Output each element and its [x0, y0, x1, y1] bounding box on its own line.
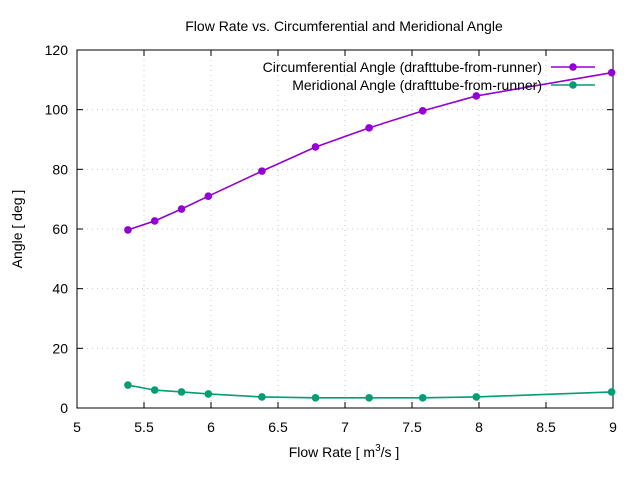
- data-point: [365, 124, 373, 132]
- y-tick-label: 100: [45, 102, 69, 118]
- x-axis-label-superscript: 3: [375, 443, 381, 454]
- x-tick-label: 7.5: [402, 419, 422, 435]
- data-point: [418, 107, 427, 115]
- x-tick-label: 7: [341, 419, 349, 435]
- y-tick-label: 0: [60, 400, 68, 416]
- plot-border: [76, 49, 614, 409]
- y-tick-label: 40: [52, 281, 68, 297]
- x-tick-label: 5.5: [134, 419, 154, 435]
- data-point: [258, 167, 266, 175]
- legend-label: Circumferential Angle (drafttube-from-ru…: [263, 59, 542, 75]
- data-point: [177, 388, 186, 396]
- y-tick-label: 80: [52, 161, 68, 177]
- data-point: [607, 388, 616, 396]
- data-point: [258, 393, 266, 401]
- y-tick-label: 20: [52, 340, 68, 356]
- data-point: [365, 394, 373, 402]
- x-tick-label: 9: [609, 419, 617, 435]
- x-axis-label-main: Flow Rate [ m: [289, 444, 375, 460]
- data-point: [204, 192, 213, 200]
- data-point: [311, 394, 320, 402]
- data-point: [124, 381, 132, 389]
- series-line: [127, 384, 612, 399]
- data-point: [418, 394, 427, 402]
- series-line: [127, 71, 612, 231]
- x-tick-label: 5: [73, 419, 81, 435]
- series-group: [124, 68, 616, 402]
- data-point: [472, 92, 481, 100]
- x-tick-label: 6: [207, 419, 215, 435]
- legend-marker: [569, 81, 577, 89]
- x-axis-label-tail: /s ]: [381, 444, 400, 460]
- legend-marker: [569, 63, 577, 71]
- y-tick-label: 60: [52, 221, 68, 237]
- legend: Circumferential Angle (drafttube-from-ru…: [263, 59, 595, 93]
- data-point: [311, 143, 320, 151]
- data-point: [177, 205, 186, 213]
- x-tick-label: 8: [475, 419, 483, 435]
- data-point: [472, 393, 481, 401]
- y-axis-label: Angle [ deg ]: [9, 190, 25, 269]
- grid: [77, 50, 613, 408]
- data-point: [150, 217, 159, 225]
- x-tick-label: 6.5: [268, 419, 288, 435]
- y-tick-label: 120: [45, 42, 69, 58]
- axis-ticks: 5 5.5 6 6.5 7 7.5 8 8.5 9 0 20 40 60 80 100 120: [45, 42, 617, 435]
- legend-label: Meridional Angle (drafttube-from-runner): [292, 77, 542, 93]
- data-point: [150, 386, 159, 394]
- x-tick-label: 8.5: [536, 419, 556, 435]
- chart-title: Flow Rate vs. Circumferential and Meridi…: [185, 18, 503, 34]
- data-point: [124, 226, 132, 234]
- x-axis-label: Flow Rate [ m3/s ]: [289, 443, 400, 460]
- data-point: [204, 390, 213, 398]
- data-point: [607, 68, 616, 77]
